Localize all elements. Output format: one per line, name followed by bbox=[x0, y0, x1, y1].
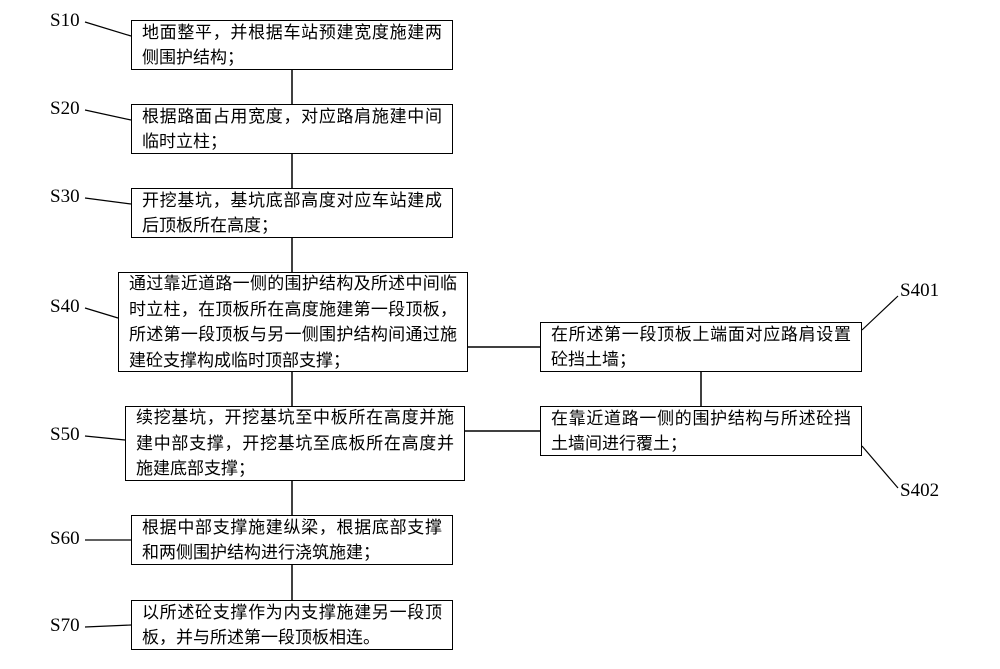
step-label-s40: S40 bbox=[50, 296, 80, 318]
step-box-s402: 在靠近道路一侧的围护结构与所述砼挡土墙间进行覆土； bbox=[540, 406, 862, 456]
step-text-s70: 以所述砼支撑作为内支撑施建另一段顶板，并与所述第一段顶板相连。 bbox=[142, 600, 442, 651]
step-text-s30: 开挖基坑，基坑底部高度对应车站建成后顶板所在高度； bbox=[142, 188, 442, 239]
step-box-s50: 续挖基坑，开挖基坑至中板所在高度并施建中部支撑，开挖基坑至底板所在高度并施建底部… bbox=[125, 406, 465, 481]
step-box-s60: 根据中部支撑施建纵梁，根据底部支撑和两侧围护结构进行浇筑施建； bbox=[131, 515, 453, 565]
step-text-s10: 地面整平，并根据车站预建宽度施建两侧围护结构； bbox=[142, 20, 442, 71]
step-box-s401: 在所述第一段顶板上端面对应路肩设置砼挡土墙； bbox=[540, 322, 862, 372]
step-label-s50: S50 bbox=[50, 424, 80, 446]
step-label-s20: S20 bbox=[50, 98, 80, 120]
step-label-s60: S60 bbox=[50, 528, 80, 550]
step-text-s402: 在靠近道路一侧的围护结构与所述砼挡土墙间进行覆土； bbox=[551, 406, 851, 457]
step-box-s30: 开挖基坑，基坑底部高度对应车站建成后顶板所在高度； bbox=[131, 188, 453, 238]
step-text-s401: 在所述第一段顶板上端面对应路肩设置砼挡土墙； bbox=[551, 322, 851, 373]
step-label-s401: S401 bbox=[900, 280, 939, 302]
step-label-s402: S402 bbox=[900, 480, 939, 502]
step-box-s70: 以所述砼支撑作为内支撑施建另一段顶板，并与所述第一段顶板相连。 bbox=[131, 600, 453, 650]
step-label-s10: S10 bbox=[50, 10, 80, 32]
step-text-s60: 根据中部支撑施建纵梁，根据底部支撑和两侧围护结构进行浇筑施建； bbox=[142, 515, 442, 566]
step-label-s70: S70 bbox=[50, 615, 80, 637]
step-text-s20: 根据路面占用宽度，对应路肩施建中间临时立柱； bbox=[142, 104, 442, 155]
step-box-s10: 地面整平，并根据车站预建宽度施建两侧围护结构； bbox=[131, 20, 453, 70]
step-text-s50: 续挖基坑，开挖基坑至中板所在高度并施建中部支撑，开挖基坑至底板所在高度并施建底部… bbox=[136, 405, 454, 482]
step-text-s40: 通过靠近道路一侧的围护结构及所述中间临时立柱，在顶板所在高度施建第一段顶板，所述… bbox=[129, 271, 457, 373]
step-box-s20: 根据路面占用宽度，对应路肩施建中间临时立柱； bbox=[131, 104, 453, 154]
step-label-s30: S30 bbox=[50, 186, 80, 208]
flowchart-canvas: S10 地面整平，并根据车站预建宽度施建两侧围护结构； S20 根据路面占用宽度… bbox=[0, 0, 1000, 669]
step-box-s40: 通过靠近道路一侧的围护结构及所述中间临时立柱，在顶板所在高度施建第一段顶板，所述… bbox=[118, 272, 468, 372]
